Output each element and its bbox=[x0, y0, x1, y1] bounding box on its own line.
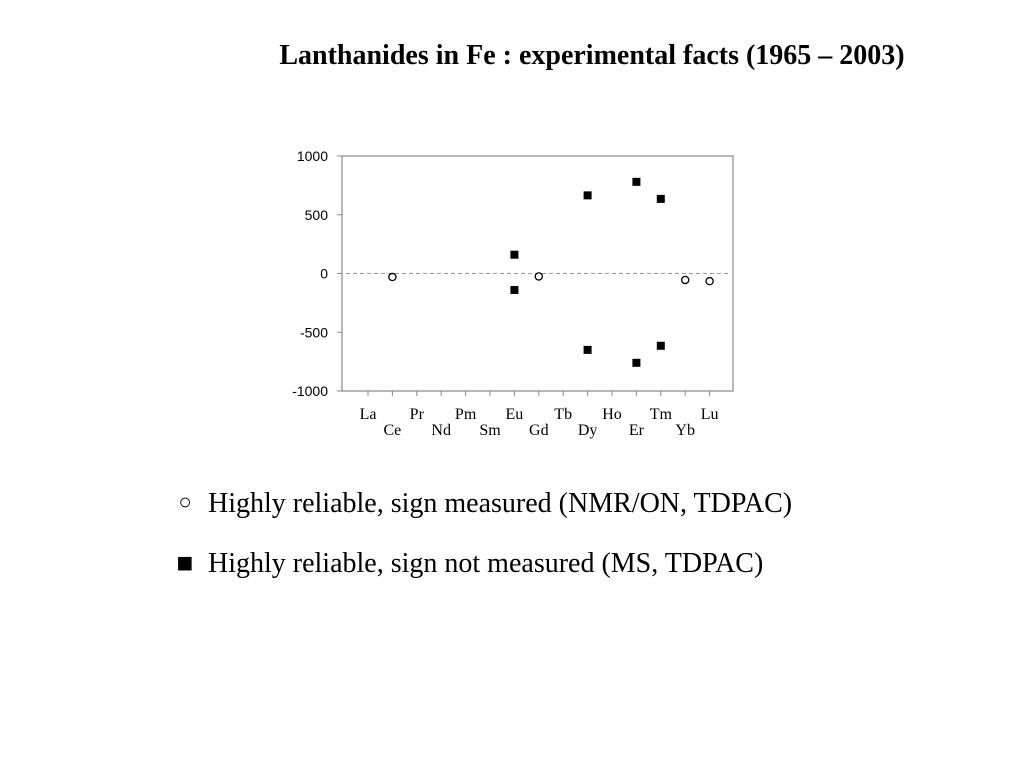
y-tick-label: 0 bbox=[320, 266, 328, 282]
y-tick-label: -500 bbox=[300, 324, 328, 340]
x-tick-label: Pr bbox=[410, 406, 425, 423]
data-point-open-circle bbox=[388, 272, 397, 282]
data-point-filled-square bbox=[583, 345, 592, 354]
filled-square-icon: ■ bbox=[176, 548, 194, 579]
legend-item-sign-measured: ○ Highly reliable, sign measured (NMR/ON,… bbox=[172, 488, 792, 520]
x-tick-label: Pm bbox=[455, 406, 477, 423]
data-point-filled-square bbox=[510, 250, 519, 259]
data-point-filled-square bbox=[510, 285, 519, 294]
legend-label: Highly reliable, sign measured (NMR/ON, … bbox=[208, 488, 793, 519]
data-point-filled-square bbox=[632, 177, 641, 186]
y-tick-label: 500 bbox=[305, 207, 329, 223]
x-tick-label: La bbox=[360, 406, 377, 423]
x-tick-label: Nd bbox=[431, 422, 451, 439]
x-tick-label: Eu bbox=[506, 406, 524, 423]
data-point-open-circle bbox=[705, 276, 714, 286]
x-tick-label: Ce bbox=[384, 422, 402, 439]
x-tick-label: Ho bbox=[602, 406, 622, 423]
x-tick-label: Lu bbox=[701, 406, 719, 423]
data-point-filled-square bbox=[656, 194, 665, 203]
x-tick-label: Dy bbox=[578, 422, 598, 439]
slide-title-text: Lanthanides in Fe : experimental facts (… bbox=[279, 40, 905, 71]
data-point-filled-square bbox=[656, 341, 665, 350]
data-point-open-circle bbox=[680, 275, 690, 285]
x-tick-label: Gd bbox=[529, 422, 549, 439]
slide-title: Lanthanides in Fe : experimental facts (… bbox=[0, 40, 1024, 72]
x-tick-label: Yb bbox=[675, 422, 695, 439]
open-circle-icon: ○ bbox=[178, 489, 192, 514]
data-point-open-circle bbox=[534, 272, 544, 281]
data-point-filled-square bbox=[583, 191, 592, 200]
x-tick-label: Sm bbox=[479, 422, 501, 439]
legend-item-sign-not-measured: ■ Highly reliable, sign not measured (MS,… bbox=[172, 548, 764, 580]
x-tick-label: Tb bbox=[554, 406, 572, 423]
y-tick-label: -1000 bbox=[292, 383, 328, 399]
y-tick-label: 1000 bbox=[297, 148, 328, 164]
data-point-filled-square bbox=[632, 358, 641, 367]
x-tick-label: Er bbox=[629, 422, 645, 439]
legend-label: Highly reliable, sign not measured (MS, … bbox=[208, 548, 764, 579]
x-tick-label: Tm bbox=[650, 406, 673, 423]
